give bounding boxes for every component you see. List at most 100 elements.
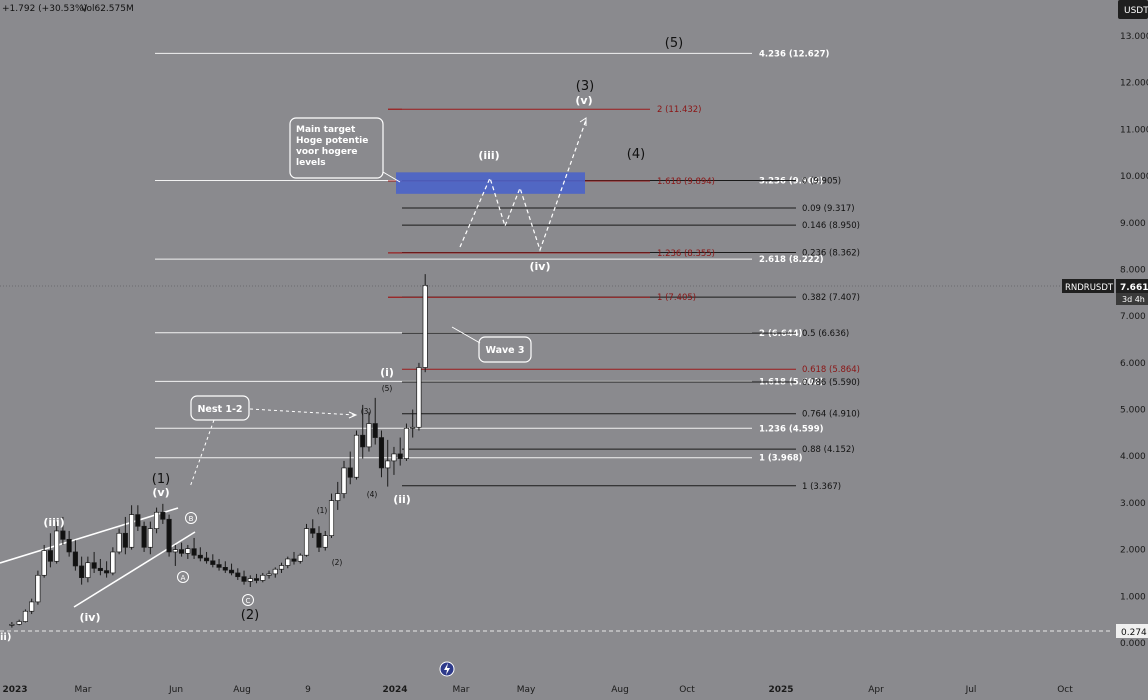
x-tick-label: Mar — [75, 685, 92, 695]
candle-body — [391, 453, 397, 462]
candle-body — [241, 576, 247, 582]
fib-label: 4.236 (12.627) — [759, 49, 830, 59]
y-tick-label: 10.000 — [1120, 172, 1148, 182]
wave-label-major-5: (5) — [665, 36, 683, 51]
fib-label: 0.146 (8.950) — [802, 221, 860, 231]
candle-body — [47, 550, 53, 562]
wave-label-major-3: (3) — [576, 79, 594, 94]
y-tick-label: 9.000 — [1120, 219, 1146, 229]
wave-label-major-1: (1) — [152, 472, 170, 487]
wave-label-prev-iii: (iii) — [43, 516, 64, 529]
candle-body — [179, 549, 185, 554]
candle-body — [191, 548, 197, 556]
candle-body — [360, 434, 366, 448]
fib-label: 0.236 (8.362) — [802, 249, 860, 259]
y-tick-label: 0.000 — [1120, 639, 1146, 649]
x-tick-label: Mar — [453, 685, 470, 695]
candle-body — [291, 558, 297, 562]
price-tag-price: 7.661 — [1120, 283, 1148, 293]
callout-main-target-pointer — [382, 171, 401, 183]
nest-arrowhead — [348, 411, 358, 419]
candle-body — [310, 528, 316, 534]
x-tick-label: 2023 — [2, 685, 27, 695]
candle-body — [266, 573, 272, 576]
candle-body — [341, 467, 347, 494]
candle-body — [278, 565, 285, 570]
candle-body — [22, 610, 28, 622]
candle-body — [210, 560, 216, 565]
candle-body — [141, 525, 147, 548]
y-tick-label: 8.000 — [1120, 265, 1146, 275]
low-tag: 0.274 — [1116, 624, 1148, 638]
y-axis[interactable]: 13.000 12.000 11.000 10.000 9.000 8.000 7.000 6… — [1120, 32, 1148, 649]
currency-label: USDT — [1124, 6, 1148, 16]
price-tag-timer: 3d 4h — [1122, 295, 1145, 304]
wave-label-edge-ii: ii) — [0, 632, 11, 643]
candle-body — [147, 528, 153, 548]
abc-label: A — [181, 574, 186, 582]
x-tick-label: Oct — [679, 685, 695, 695]
candle-body — [385, 460, 391, 469]
candle-body — [197, 554, 203, 559]
x-tick-label: Aug — [611, 685, 629, 695]
fib-label: 1 (7.405) — [657, 293, 696, 303]
fib-label: 1.236 (4.599) — [759, 424, 824, 434]
candle-body — [397, 453, 403, 459]
candle-body — [9, 623, 15, 626]
callout-main-target-line: voor hogere — [296, 147, 357, 157]
y-tick-label: 1.000 — [1120, 592, 1146, 602]
header-volume: Vol62.575M — [81, 4, 134, 14]
candle-body — [272, 568, 278, 575]
fib-label: 1 (3.367) — [802, 482, 841, 492]
candle-body — [60, 530, 66, 540]
wave-label-major-4: (4) — [627, 147, 645, 162]
currency-badge[interactable]: USDT — [1118, 0, 1148, 19]
callout-main-target-box — [289, 117, 384, 179]
candle-body — [372, 423, 378, 438]
x-axis[interactable]: 2023 Mar Jun Aug 9 2024 Mar May Aug Oct 2025 Apr Jul… — [2, 685, 1073, 695]
wedge-upper-line — [0, 507, 179, 564]
abc-label: C — [246, 597, 251, 605]
abc-circle — [177, 571, 189, 583]
candle-body — [79, 565, 85, 578]
candle-body — [260, 574, 266, 581]
y-tick-label: 12.000 — [1120, 79, 1148, 89]
candle-body — [85, 562, 91, 578]
candle-body — [66, 538, 72, 553]
fib-label: 0.786 (5.590) — [802, 378, 860, 388]
candle-body — [410, 426, 416, 429]
y-tick-label: 5.000 — [1120, 406, 1146, 416]
candle-body — [316, 532, 322, 548]
candle-body — [235, 572, 241, 578]
candle-body — [378, 437, 385, 469]
candle-body — [253, 578, 260, 581]
price-tag: RNDRUSDT 7.661 3d 4h — [1062, 279, 1148, 305]
candle-body — [285, 558, 291, 566]
candle-body — [303, 528, 310, 556]
header-change: +1.792 (+30.53%) — [2, 4, 87, 14]
candle-body — [16, 621, 22, 625]
projected-wave-path — [459, 119, 587, 252]
candle-body — [91, 562, 97, 569]
candle-body — [72, 551, 78, 567]
candle-body — [403, 427, 410, 459]
callout-wave3-pointer — [451, 326, 481, 344]
fib-label: 0.09 (9.317) — [802, 204, 855, 214]
candle-body — [172, 549, 178, 553]
x-tick-label: 9 — [305, 685, 311, 695]
target-zone — [396, 172, 585, 194]
lightning-icon[interactable] — [439, 661, 455, 677]
candle-body — [422, 284, 428, 368]
wave-labels: (1) (2) (3) (4) (5) (iii) (iv) (v) (i) (ii) (iii) (… — [0, 36, 683, 643]
y-tick-label: 2.000 — [1120, 546, 1146, 556]
fib-label: 0.618 (5.864) — [802, 365, 860, 375]
candle-body — [335, 493, 341, 501]
candle-body — [166, 518, 172, 553]
candle-body — [97, 567, 103, 571]
candle-body — [322, 535, 328, 548]
candle-body — [129, 514, 135, 548]
wave-paths — [0, 117, 587, 608]
candle-body — [160, 511, 166, 520]
